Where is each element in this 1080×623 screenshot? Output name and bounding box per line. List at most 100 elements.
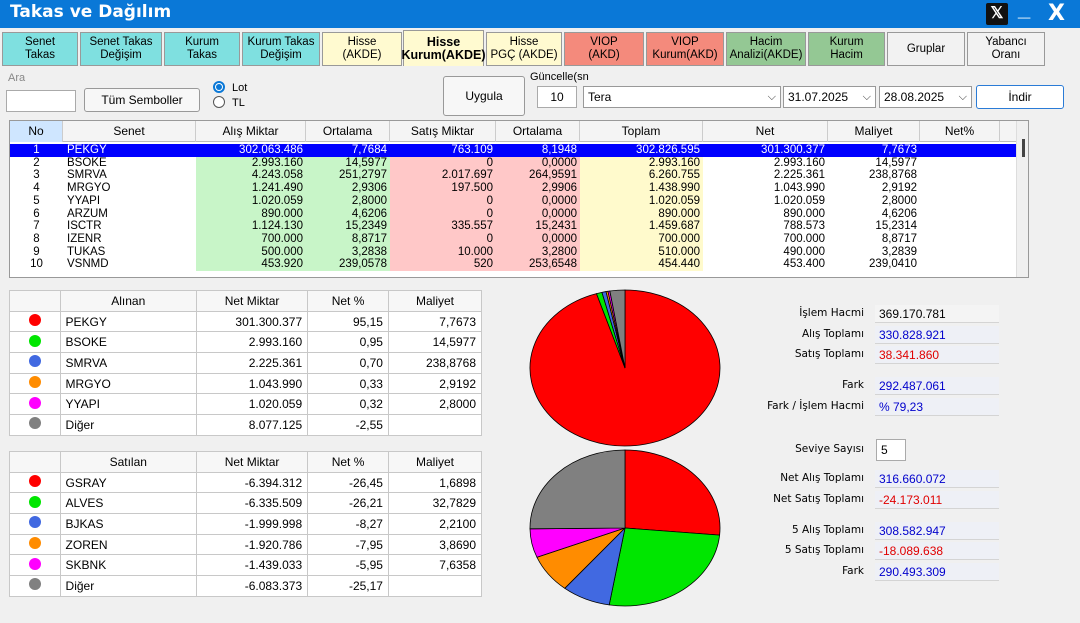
tab-6[interactable]: Hisse Kurum(AKDE) [401,30,486,66]
minimize-button[interactable]: _ [1018,0,1031,21]
sold-net: -1.439.033 [195,554,309,577]
grid-cell: 3,2839 [881,245,917,258]
table-row[interactable]: PEKGY 301.300.377 95,15 7,7673 [9,310,483,333]
bought-cost [387,414,483,436]
legend-dot-icon [28,396,41,409]
level-label: Seviye Sayısı [795,443,864,455]
grid-header-8[interactable]: Maliyet [828,121,920,142]
tab-5[interactable]: Hisse (AKDE) [322,32,402,66]
grid-cell: 10.000 [390,245,496,259]
grid-header-9[interactable]: Net% [920,121,1000,142]
legend-dot-icon [28,314,41,327]
grid-cell [920,220,1000,233]
tab-13[interactable]: Yabancı Oranı [967,32,1045,66]
grid-cell [920,182,1000,195]
table-row[interactable]: ZOREN -1.920.786 -7,95 3,8690 [9,533,483,556]
grid-header-1[interactable]: Senet [63,121,196,142]
grid-scrollbar[interactable] [1016,121,1028,277]
bought-cost: 2,9192 [387,372,483,395]
refresh-input[interactable]: 10 [537,86,577,108]
window-title: Takas ve Dağılım [10,2,172,22]
grid-header-0[interactable]: No [10,121,63,142]
table-row[interactable]: ALVES -6.335.509 -26,21 32,7829 [9,492,483,515]
table-row[interactable]: 5 YYAPI 1.020.059 2,8000 0 0,0000 1.020.059 1.0… [10,194,1016,208]
grid-cell: 890.000 [580,207,703,221]
table-row[interactable]: SMRVA 2.225.361 0,70 238,8768 [9,352,483,374]
grid-header-4[interactable]: Satış Miktar [390,121,496,142]
tab-10[interactable]: Hacim Analizi(AKDE) [726,32,806,66]
grid-cell [920,144,1000,157]
table-row[interactable]: GSRAY -6.394.312 -26,45 1,6898 [9,471,483,494]
sold-name: SKBNK [59,554,197,577]
grid-cell: 700.000 [783,232,825,245]
table-row[interactable]: 8 IZENR 700.000 8,8717 0 0,0000 700.000 700.000… [10,232,1016,246]
close-button[interactable]: X [1048,1,1065,26]
sold-pct: -7,95 [307,533,389,556]
all-symbols-button[interactable]: Tüm Semboller [84,88,200,112]
tab-8[interactable]: VIOP (AKD) [564,32,644,66]
table-row[interactable]: 7 ISCTR 1.124.130 15,2349 335.557 15,2431 1.45… [10,220,1016,234]
table-row[interactable]: 10 VSNMD 453.920 239,0578 520 253,6548 454.440… [10,258,1016,272]
table-row[interactable]: MRGYO 1.043.990 0,33 2,9192 [9,372,483,395]
grid-cell: 0,0000 [496,207,580,221]
date-to-select[interactable]: 28.08.2025 ⌵ [879,86,972,108]
date-from-select[interactable]: 31.07.2025 ⌵ [783,86,876,108]
tl-radio[interactable] [213,96,225,108]
broker-select[interactable]: Tera ⌵ [583,86,781,108]
broker-value: Tera [588,90,612,104]
lot-radio[interactable] [213,81,225,93]
grid-header-2[interactable]: Alış Miktar [196,121,306,142]
table-row[interactable]: Diğer 8.077.125 -2,55 [9,414,483,436]
table-row[interactable]: 1 PEKGY 302.063.486 7,7684 763.109 8,1948 302.… [10,144,1016,157]
search-label: Ara [8,72,26,84]
grid-cell: 0 [390,194,496,208]
table-row[interactable]: Diğer -6.083.373 -25,17 [9,575,483,597]
grid-header-5[interactable]: Ortalama [496,121,580,142]
tab-2[interactable]: Senet Takas Değişim [80,32,162,66]
tab-9[interactable]: VIOP Kurum(AKD) [646,32,724,66]
tab-bar: Senet Takas Senet Takas Değişim Kurum Taka… [0,30,1080,66]
table-row[interactable]: 2 BSOKE 2.993.160 14,5977 0 0,0000 2.993.160 2.… [10,156,1016,170]
table-row[interactable]: BSOKE 2.993.160 0,95 14,5977 [9,331,483,354]
table-row[interactable]: SKBNK -1.439.033 -5,95 7,6358 [9,554,483,577]
sold-pct: -8,27 [307,513,389,535]
table-row[interactable]: 4 MRGYO 1.241.490 2,9306 197.500 2,9906 1.438.… [10,182,1016,196]
tab-11[interactable]: Kurum Hacim [808,32,885,66]
download-button[interactable]: İndir [976,85,1064,109]
apply-button[interactable]: Uygula [443,76,525,116]
grid-header-6[interactable]: Toplam [580,121,703,142]
net-buy-label: Net Alış Toplamı [780,472,864,484]
table-row[interactable]: BJKAS -1.999.998 -8,27 2,2100 [9,513,483,535]
table-row[interactable]: 6 ARZUM 890.000 4,6206 0 0,0000 890.000 890.000… [10,207,1016,221]
scroll-thumb[interactable] [1022,139,1025,157]
tab-12[interactable]: Gruplar [887,32,965,66]
grid-header-7[interactable]: Net [703,121,828,142]
grid-cell: 10 [30,258,43,271]
sold-table: Satılan Net Miktar Net % Maliyet GSRAY -6.394… [9,451,483,597]
bought-pct: 0,70 [307,352,389,374]
legend-dot-icon [28,334,41,347]
level-input[interactable]: 5 [876,439,906,461]
tab-1[interactable]: Senet Takas [2,32,78,66]
table-row[interactable]: YYAPI 1.020.059 0,32 2,8000 [9,393,483,416]
buy-total-label: Alış Toplamı [801,328,864,340]
top-sell-value: -18.089.638 [875,542,999,560]
grid-cell: 0,0000 [496,232,580,246]
tab-3[interactable]: Kurum Takas [164,32,240,66]
grid-header-3[interactable]: Ortalama [306,121,390,142]
sold-header: Net Miktar [195,451,309,473]
x-logo-icon[interactable]: 𝕏 [986,3,1008,25]
grid-cell [920,233,1000,246]
search-input[interactable] [6,90,76,112]
grid-cell: ISCTR [67,220,102,233]
tab-4[interactable]: Kurum Takas Değişim [242,32,320,66]
tab-7[interactable]: Hisse PGÇ (AKDE) [486,32,562,66]
grid-cell: 4,6206 [306,207,390,221]
grid-cell: 238,8768 [869,169,917,182]
diff-ratio-value: % 79,23 [875,398,999,416]
table-row[interactable]: 3 SMRVA 4.243.058 251,2797 2.017.697 264,9591… [10,169,1016,183]
table-row[interactable]: 9 TUKAS 500.000 3,2838 10.000 3,2800 510.000 49… [10,245,1016,259]
grid-cell: 15,2314 [875,220,917,233]
grid-cell: 2.017.697 [390,169,496,183]
grid-cell: 2,8000 [306,194,390,208]
